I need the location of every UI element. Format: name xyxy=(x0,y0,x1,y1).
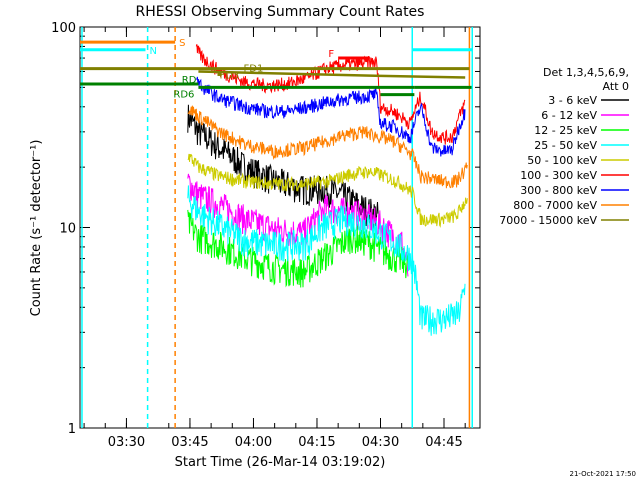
legend: 3 - 6 keV 6 - 12 keV 12 - 25 keV 25 - 50 ke… xyxy=(499,94,629,227)
x-tick-label: 04:45 xyxy=(425,435,462,450)
legend-label-6: 300 - 800 keV xyxy=(520,184,597,197)
y-tick-label: 100 xyxy=(51,21,76,36)
legend-label-5: 100 - 300 keV xyxy=(520,169,597,182)
chart-title: RHESSI Observing Summary Count Rates xyxy=(136,4,425,20)
x-tick-label: 04:00 xyxy=(235,435,272,450)
flag-label-1: N xyxy=(149,46,156,57)
flag-label-6: RD6 xyxy=(173,89,194,100)
series-line-7 xyxy=(187,105,468,189)
legend-label-1: 6 - 12 keV xyxy=(541,109,597,122)
x-tick-label: 03:45 xyxy=(171,435,208,450)
series-line-8 xyxy=(198,70,466,79)
y-axis-label: Count Rate (s⁻¹ detector⁻¹) xyxy=(29,140,44,317)
x-tick-label: 04:15 xyxy=(298,435,335,450)
flag-label-4: FD3 xyxy=(219,70,239,81)
y-tick-label: 10 xyxy=(59,222,76,237)
series-line-1 xyxy=(187,173,409,277)
series-line-6 xyxy=(195,76,466,157)
legend-label-8: 7000 - 15000 keV xyxy=(499,214,597,227)
legend-header-detectors: Det 1,3,4,5,6,9, xyxy=(543,66,629,79)
flag-label-2: F xyxy=(328,49,334,60)
legend-label-7: 800 - 7000 keV xyxy=(513,199,597,212)
flag-label-3: FD1 xyxy=(244,64,264,75)
flag-label-0: S xyxy=(179,38,185,49)
footer-date: 21-Oct-2021 17:50 xyxy=(570,470,636,478)
legend-label-2: 12 - 25 keV xyxy=(534,124,597,137)
legend-label-3: 25 - 50 keV xyxy=(534,139,597,152)
plot-area: 1 10 100 03:30 03:45 04:00 04:15 04:30 04:45 S N F F… xyxy=(51,21,481,450)
series-line-3 xyxy=(187,185,466,336)
x-tick-label: 04:30 xyxy=(362,435,399,450)
series-line-2 xyxy=(187,209,411,288)
legend-label-0: 3 - 6 keV xyxy=(548,94,597,107)
x-tick-label: 03:30 xyxy=(108,435,145,450)
x-axis-label: Start Time (26-Mar-14 03:19:02) xyxy=(175,455,386,470)
flag-label-5: RD xyxy=(182,75,197,86)
series-line-4 xyxy=(187,153,468,228)
data-group xyxy=(80,27,473,428)
y-tick-label: 1 xyxy=(68,422,76,437)
legend-header-attenuator: Att 0 xyxy=(603,80,629,93)
legend-label-4: 50 - 100 keV xyxy=(527,154,597,167)
